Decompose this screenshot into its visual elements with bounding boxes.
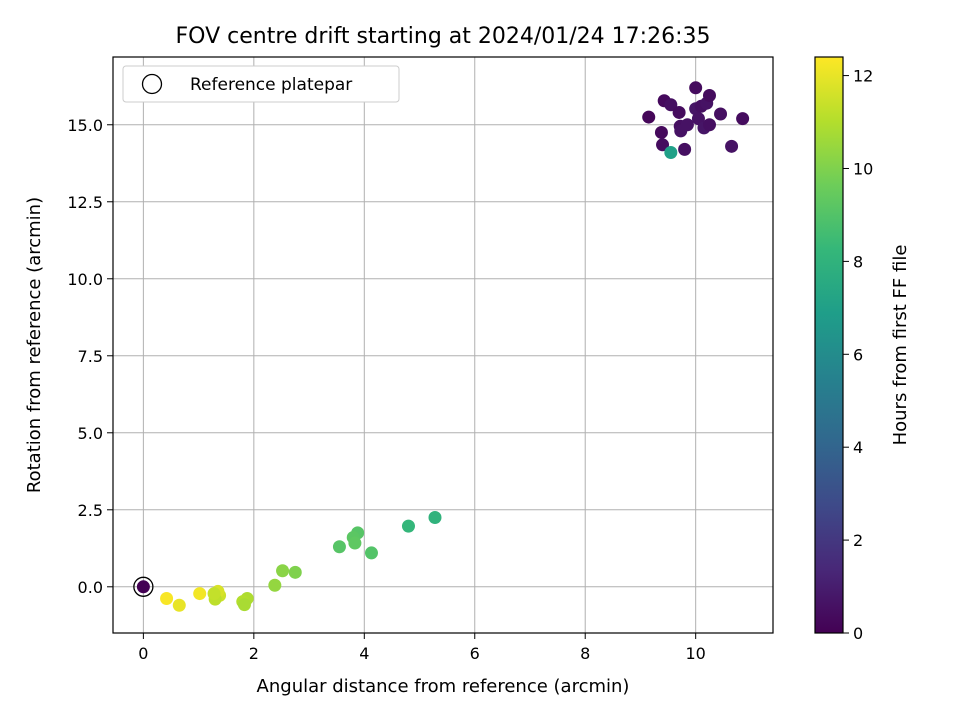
data-point xyxy=(193,587,207,601)
legend-marker-reference xyxy=(141,73,163,95)
data-point xyxy=(276,564,290,578)
reference-platepar-marker xyxy=(133,576,154,597)
x-axis-ticks: 0 2 4 6 8 10 xyxy=(138,633,706,663)
plot-frame xyxy=(112,56,774,634)
data-point xyxy=(642,110,656,124)
y-tick-label: 5.0 xyxy=(78,424,103,443)
colorbar-frame xyxy=(814,56,844,634)
legend-label-reference: Reference platepar xyxy=(190,75,352,95)
data-point xyxy=(725,139,739,153)
data-point xyxy=(237,598,251,612)
colorbar-ticks: 0 2 4 6 8 10 12 xyxy=(843,67,873,643)
legend-box xyxy=(122,65,400,103)
x-tick-label: 2 xyxy=(249,644,259,663)
colorbar: 0 2 4 6 8 10 12 Hours from first FF file xyxy=(814,56,911,643)
data-point xyxy=(332,540,346,554)
y-tick-label: 12.5 xyxy=(67,193,103,212)
colorbar-tick-label: 2 xyxy=(853,531,863,550)
reference-marker xyxy=(133,576,154,597)
data-point xyxy=(207,587,221,601)
data-point xyxy=(678,142,692,156)
y-tick-label: 15.0 xyxy=(67,116,103,135)
data-point xyxy=(654,125,668,139)
data-point xyxy=(656,138,670,152)
y-axis-label: Rotation from reference (arcmin) xyxy=(24,197,45,493)
data-point xyxy=(714,107,728,121)
legend: Reference platepar xyxy=(122,65,400,103)
x-axis-label: Angular distance from reference (arcmin) xyxy=(257,676,630,697)
data-point xyxy=(136,580,150,594)
y-axis-ticks: 0.0 2.5 5.0 7.5 10.0 12.5 15.0 xyxy=(67,116,113,597)
y-tick-label: 2.5 xyxy=(78,501,103,520)
data-point xyxy=(348,536,362,550)
data-point xyxy=(364,546,378,560)
data-point xyxy=(401,519,415,533)
colorbar-tick-label: 6 xyxy=(853,345,863,364)
colorbar-tick-label: 10 xyxy=(853,159,873,178)
x-tick-label: 10 xyxy=(685,644,705,663)
data-point xyxy=(664,145,678,159)
colorbar-gradient xyxy=(815,57,843,633)
data-point xyxy=(689,81,703,95)
data-point xyxy=(736,112,750,126)
data-point xyxy=(664,98,678,112)
data-point xyxy=(160,592,174,606)
data-point xyxy=(268,578,282,592)
x-tick-label: 0 xyxy=(138,644,148,663)
data-point xyxy=(172,598,186,612)
x-tick-label: 4 xyxy=(359,644,369,663)
colorbar-tick-label: 4 xyxy=(853,438,863,457)
y-tick-label: 0.0 xyxy=(78,578,103,597)
data-point xyxy=(680,118,694,132)
colorbar-label: Hours from first FF file xyxy=(890,245,911,446)
x-tick-label: 8 xyxy=(580,644,590,663)
colorbar-tick-label: 12 xyxy=(853,67,873,86)
data-points xyxy=(136,81,750,612)
grid-lines xyxy=(113,57,773,633)
y-tick-label: 7.5 xyxy=(78,347,103,366)
data-point xyxy=(288,565,302,579)
y-tick-label: 10.0 xyxy=(67,270,103,289)
data-point xyxy=(672,105,686,119)
plot-area: 0 2 4 6 8 10 0.0 2.5 5.0 7.5 10.0 12.5 15.0 Referen… xyxy=(67,56,774,663)
chart-title: FOV centre drift starting at 2024/01/24 … xyxy=(176,24,711,49)
data-point xyxy=(428,510,442,524)
data-point xyxy=(702,89,716,103)
x-tick-label: 6 xyxy=(470,644,480,663)
plot-background xyxy=(113,57,773,633)
data-point xyxy=(702,118,716,132)
colorbar-tick-label: 8 xyxy=(853,252,863,271)
colorbar-tick-label: 0 xyxy=(853,624,863,643)
